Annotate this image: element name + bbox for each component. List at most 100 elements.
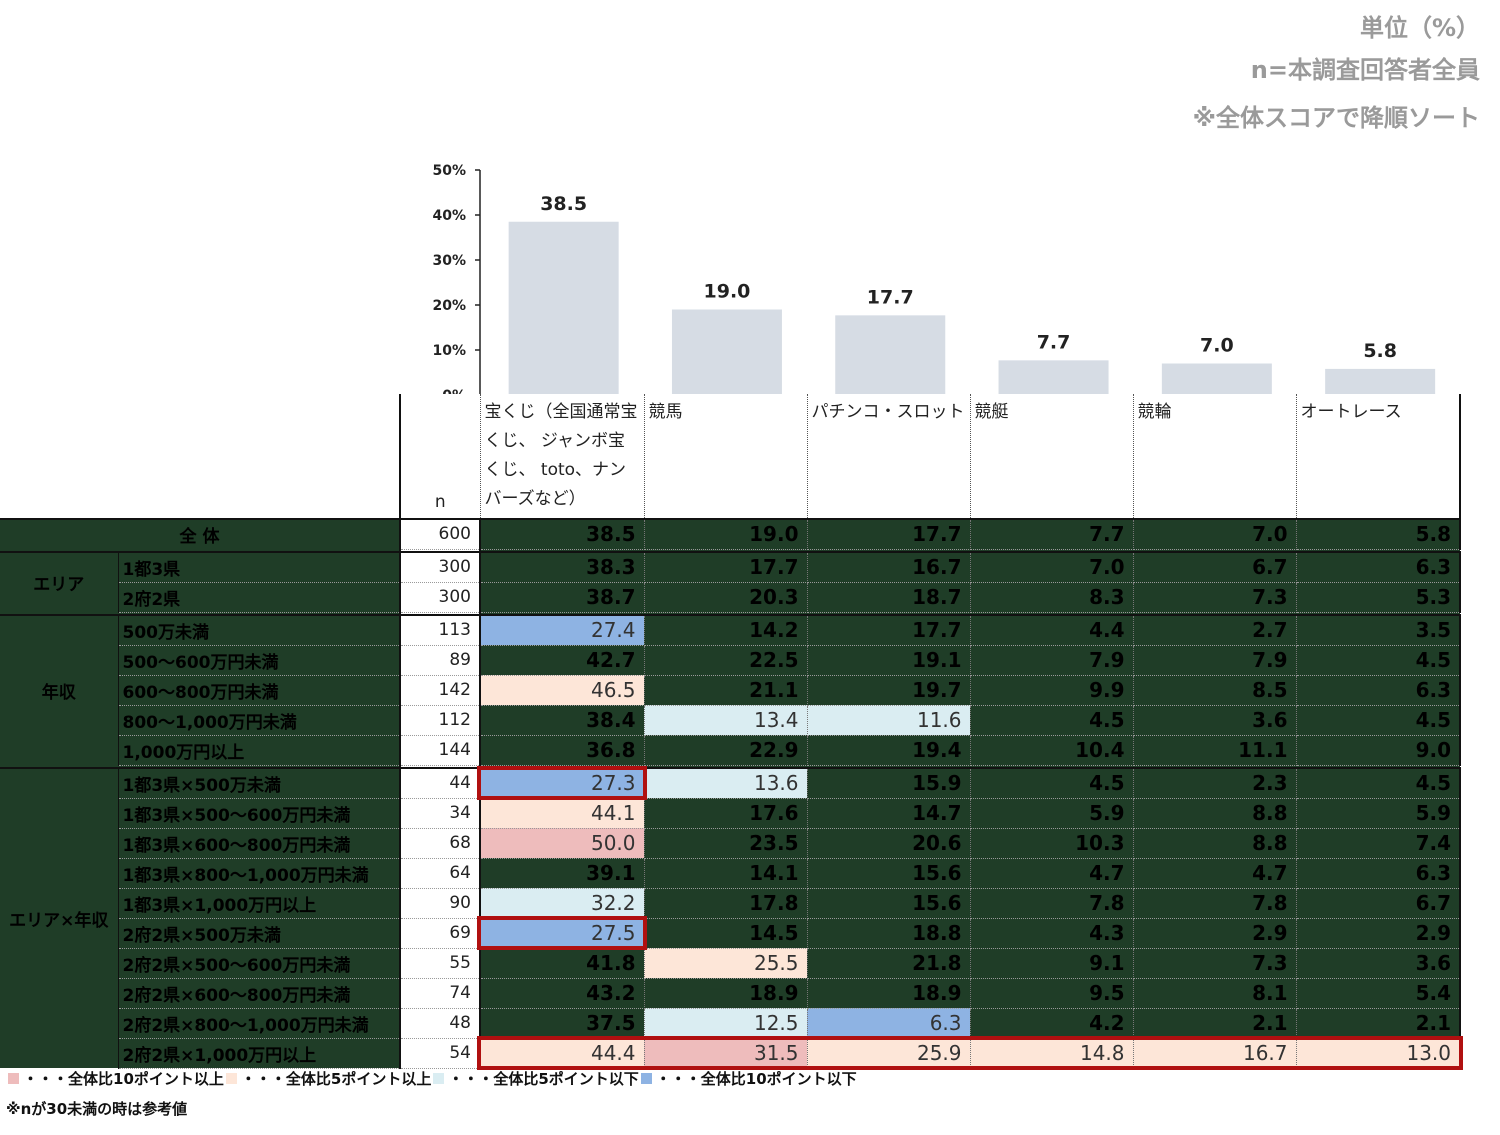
separator-cell [644,612,807,615]
n-value: 64 [399,858,481,889]
value-cell: 27.5 [480,918,645,949]
row-label: 2府2県 [118,582,400,613]
table-row: 1都3県×800～1,000万円未満 64 39.1 14.1 15.6 4.7 4.7 6.… [0,858,1461,889]
value-cell: 2.9 [1133,918,1297,949]
n-value: 600 [399,518,481,550]
row-label: 2府2県×600～800万円未満 [118,978,400,1009]
value-cell: 4.7 [1133,858,1297,889]
row-label: 800～1,000万円未満 [118,705,400,736]
n-value: 89 [399,645,481,676]
row-label: 1都3県×1,000万円以上 [118,888,400,919]
n-value: 90 [399,888,481,919]
value-cell: 3.6 [1133,705,1297,736]
n-value: 54 [399,1038,481,1069]
bar-chart: 50%40%30%20%10%0%38.519.017.77.77.05.8 [432,163,1436,400]
separator-cell [0,549,118,552]
separator-cell [970,765,1133,768]
value-cell: 4.5 [970,705,1134,736]
value-cell: 9.9 [970,675,1134,706]
bar-value-label: 19.0 [704,281,751,303]
table-row: 1都3県×1,000万円以上 90 32.2 17.8 15.6 7.8 7.8 6.7 [0,888,1461,919]
value-cell: 11.1 [1133,735,1297,766]
n-value: 300 [399,551,481,583]
separator-cell [1133,549,1296,552]
table-row: 1都3県×500～600万円未満 34 44.1 17.6 14.7 5.9 8.8 5.9 [0,798,1461,829]
value-cell: 4.4 [970,614,1134,646]
separator-cell [970,612,1133,615]
table-row: 2府2県 300 38.7 20.3 18.7 8.3 7.3 5.3 [0,582,1461,613]
value-cell: 14.5 [644,918,808,949]
separator-cell [644,549,807,552]
legend-label: ・・・全体比5ポイント以上 [240,1070,432,1088]
value-cell: 3.5 [1296,614,1461,646]
value-cell: 6.3 [1296,858,1461,889]
separator-cell [118,765,400,768]
value-cell: 18.7 [807,582,971,613]
value-cell: 22.5 [644,645,808,676]
bar-3 [998,360,1109,395]
row-label: 1都3県 [118,551,400,583]
value-cell: 9.5 [970,978,1134,1009]
value-cell: 31.5 [644,1038,808,1069]
separator-cell [0,612,118,615]
value-cell: 13.4 [644,705,808,736]
value-cell: 21.8 [807,948,971,979]
value-cell: 8.1 [1133,978,1297,1009]
table-row: エリア×年収 1都3県×500万未満 44 27.3 13.6 15.9 4.5 2.3 4.5 [0,767,1461,1068]
bar-0 [508,221,619,395]
n-value: 142 [399,675,481,706]
value-cell: 27.4 [480,614,645,646]
footnote: ※nが30未満の時は参考値 [6,1100,188,1118]
crosstab-table: n 宝くじ（全国通常宝くじ、 ジャンボ宝くじ、 toto、ナンバーズなど） 競馬 パチ… [0,394,1461,1069]
bar-value-label: 5.8 [1363,340,1397,362]
row-label: 500万未満 [118,614,400,646]
value-cell: 27.3 [480,767,645,799]
header-blank [118,394,400,519]
value-cell: 37.5 [480,1008,645,1039]
value-cell: 42.7 [480,645,645,676]
value-cell: 5.3 [1296,582,1461,613]
value-cell: 19.0 [644,518,808,550]
header-blank [0,394,118,519]
column-header: オートレース [1295,394,1461,520]
value-cell: 16.7 [1133,1038,1297,1069]
row-label: 1都3県×500～600万円未満 [118,798,400,829]
separator-cell [1296,549,1460,552]
row-label: 500～600万円未満 [118,645,400,676]
column-header: 宝くじ（全国通常宝くじ、 ジャンボ宝くじ、 toto、ナンバーズなど） [479,394,644,520]
bar-2 [835,315,946,395]
group-label: 年収 [0,614,119,765]
value-cell: 21.1 [644,675,808,706]
bar-value-label: 7.7 [1037,331,1071,353]
bar-value-label: 38.5 [540,193,587,215]
legend-label: ・・・全体比10ポイント以下 [655,1070,857,1088]
value-cell: 18.9 [807,978,971,1009]
value-cell: 25.5 [644,948,808,979]
table-row: 2府2県×1,000万円以上 54 44.4 31.5 25.9 14.8 16.7 13.0 [0,1038,1461,1069]
table-row: エリア 1都3県 300 38.3 17.7 16.7 7.0 6.7 6.3 [0,551,1461,612]
n-value: 112 [399,705,481,736]
bar-5 [1325,368,1436,395]
table-row: 600～800万円未満 142 46.5 21.1 19.7 9.9 8.5 6.3 [0,675,1461,706]
table-row: 500～600万円未満 89 42.7 22.5 19.1 7.9 7.9 4.5 [0,645,1461,676]
legend-swatch [433,1073,445,1084]
group-separator [0,612,1460,615]
value-cell: 2.1 [1296,1008,1461,1039]
value-cell: 2.7 [1133,614,1297,646]
n-value: 68 [399,828,481,859]
value-cell: 11.6 [807,705,971,736]
table-row: 年収 500万未満 113 27.4 14.2 17.7 4.4 2.7 3.5 [0,614,1461,765]
separator-cell [1133,612,1296,615]
value-cell: 18.9 [644,978,808,1009]
legend-swatch [8,1073,19,1084]
value-cell: 5.9 [1296,798,1461,829]
value-cell: 7.4 [1296,828,1461,859]
value-cell: 19.1 [807,645,971,676]
value-cell: 2.9 [1296,918,1461,949]
value-cell: 7.0 [1133,518,1297,550]
value-cell: 17.6 [644,798,808,829]
bar-value-label: 7.0 [1200,335,1234,357]
value-cell: 7.3 [1133,582,1297,613]
value-cell: 44.4 [480,1038,645,1069]
separator-cell [1133,765,1296,768]
